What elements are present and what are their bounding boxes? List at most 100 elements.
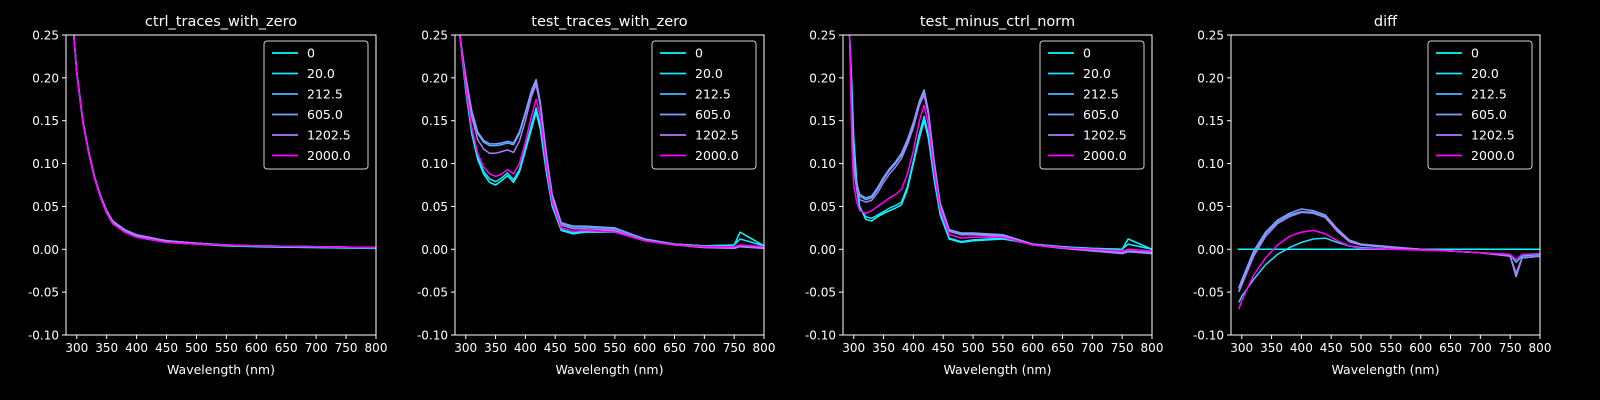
legend-label: 605.0 [307,107,343,122]
legend-label: 1202.5 [1083,128,1127,143]
series-line-2000.0 [459,35,764,248]
x-axis-label: Wavelength (nm) [167,362,275,377]
legend: 0 20.0 212.5 605.0 1202.5 2000.0 [1427,40,1533,170]
x-tick-label: 600 [1021,341,1044,355]
x-tick-label: 350 [872,341,895,355]
series-line-605.0 [459,35,764,249]
x-tick-label: 650 [663,341,686,355]
legend-label: 1202.5 [307,128,351,143]
legend-label: 2000.0 [307,148,351,163]
legend-label: 2000.0 [1471,148,1515,163]
x-axis-label: Wavelength (nm) [556,362,664,377]
series-line-2000.0 [848,35,1152,252]
chart-title: test_minus_ctrl_norm [920,14,1075,30]
legend-label: 0 [1083,46,1091,61]
x-tick-label: 800 [1141,341,1164,355]
y-tick-label: -0.05 [417,286,448,300]
x-tick-label: 350 [95,341,118,355]
series-group [1237,208,1540,310]
legend-label: 20.0 [1083,66,1111,81]
legend-label: 2000.0 [1083,148,1127,163]
y-tick-label: -0.10 [1193,329,1224,343]
x-tick-label: 450 [155,341,178,355]
legend-label: 212.5 [307,87,343,102]
x-tick-label: 350 [1260,341,1283,355]
subplot-2: 300 350 400 450 500 550 600 650 700 750 800 -0.10 -0… [417,14,776,377]
x-tick-label: 700 [693,341,716,355]
x-tick-label: 400 [514,341,537,355]
subplot-4: 300 350 400 450 500 550 600 650 700 750 800 -0.10 -0… [1193,14,1552,377]
x-tick-label: 400 [902,341,925,355]
x-tick-label: 450 [1320,341,1343,355]
y-tick-label: 0.05 [421,200,448,214]
legend-label: 0 [695,46,703,61]
chart-title: diff [1374,14,1398,30]
subplot-3: 300 350 400 450 500 550 600 650 700 750 800 -0.10 -0… [805,14,1164,377]
x-tick-label: 300 [842,341,865,355]
axes-frame [454,34,765,336]
x-tick-label: 650 [275,341,298,355]
y-tick-label: 0.15 [421,114,448,128]
y-tick-label: 0.00 [32,243,59,257]
y-tick-label: 0.00 [809,243,836,257]
series-group [73,35,376,250]
y-tick-label: 0.00 [1197,243,1224,257]
y-tick-label: 0.05 [32,200,59,214]
x-tick-label: 600 [1409,341,1432,355]
x-tick-label: 450 [544,341,567,355]
legend: 0 20.0 212.5 605.0 1202.5 2000.0 [263,40,369,170]
legend-label: 20.0 [307,66,335,81]
legend-label: 212.5 [695,87,731,102]
x-tick-label: 300 [1230,341,1253,355]
x-tick-label: 450 [932,341,955,355]
x-tick-label: 750 [1111,341,1134,355]
y-tick-label: 0.05 [809,200,836,214]
legend-label: 605.0 [1471,107,1507,122]
x-tick-label: 550 [1379,341,1402,355]
y-tick-label: -0.10 [417,329,448,343]
legend: 0 20.0 212.5 605.0 1202.5 2000.0 [1039,40,1145,170]
x-tick-label: 400 [125,341,148,355]
x-tick-label: 650 [1051,341,1074,355]
axes-frame [65,34,377,336]
x-tick-label: 550 [603,341,626,355]
x-tick-label: 800 [365,341,388,355]
y-tick-label: 0.20 [1197,71,1224,85]
y-tick-label: 0.15 [809,114,836,128]
x-tick-label: 600 [633,341,656,355]
x-tick-label: 300 [454,341,477,355]
y-tick-label: 0.10 [32,157,59,171]
legend-label: 20.0 [1471,66,1499,81]
x-tick-label: 800 [753,341,776,355]
subplot-1: 300 350 400 450 500 550 600 650 700 750 800 -0.10 -0… [28,14,388,377]
y-tick-label: -0.10 [28,329,59,343]
x-tick-label: 800 [1529,341,1552,355]
x-tick-label: 700 [1081,341,1104,355]
x-tick-label: 650 [1439,341,1462,355]
series-line-2000.0 [73,35,376,249]
y-tick-label: 0.20 [32,71,59,85]
x-tick-label: 600 [245,341,268,355]
x-tick-label: 500 [1350,341,1373,355]
series-line-1202.5 [1238,211,1540,293]
x-tick-label: 750 [335,341,358,355]
y-tick-label: 0.05 [1197,200,1224,214]
legend-label: 212.5 [1083,87,1119,102]
y-tick-label: 0.20 [421,71,448,85]
legend-label: 1202.5 [695,128,739,143]
subplots: 300 350 400 450 500 550 600 650 700 750 800 -0.10 -0… [28,14,1552,377]
legend-label: 212.5 [1471,87,1507,102]
legend-label: 605.0 [695,107,731,122]
y-tick-label: 0.25 [809,29,836,43]
chart-title: ctrl_traces_with_zero [145,14,297,30]
y-tick-label: -0.05 [1193,286,1224,300]
series-group [459,35,764,250]
y-tick-label: 0.25 [421,29,448,43]
legend: 0 20.0 212.5 605.0 1202.5 2000.0 [651,40,757,170]
y-tick-label: 0.20 [809,71,836,85]
x-tick-label: 500 [185,341,208,355]
x-tick-label: 400 [1290,341,1313,355]
axes-frame [1230,34,1541,336]
